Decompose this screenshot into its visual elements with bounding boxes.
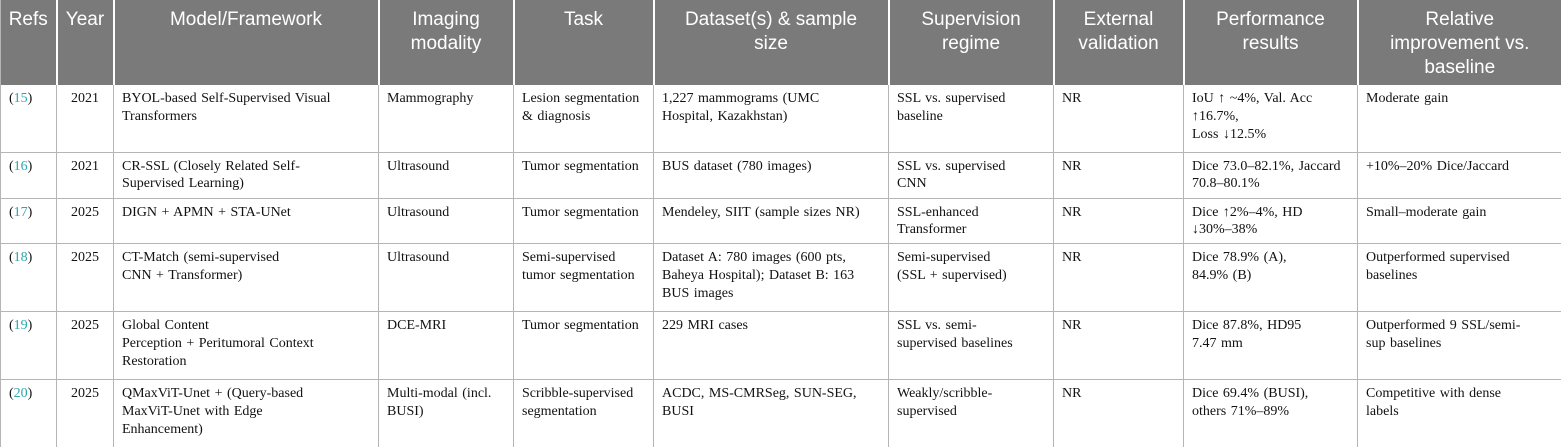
col-header-year: Year	[55, 0, 114, 85]
cell-external: NR	[1053, 243, 1184, 313]
cell-external: NR	[1053, 85, 1184, 153]
col-header-improvement: Relative improvement vs. baseline	[1356, 0, 1561, 85]
cell-task: Lesion segmentation & diagnosis	[513, 85, 654, 153]
cell-model: CT-Match (semi-supervised CNN + Transfor…	[113, 243, 379, 313]
cell-task: Scribble-supervised segmentation	[513, 379, 654, 447]
cell-modality: Ultrasound	[378, 151, 514, 199]
col-header-external: External validation	[1052, 0, 1184, 85]
cell-modality: DCE-MRI	[378, 311, 514, 381]
col-header-performance: Performance results	[1182, 0, 1358, 85]
table-row: (17) 2025 DIGN + APMN + STA-UNet Ultrasound…	[0, 197, 1561, 245]
table-row: (16) 2021 CR-SSL (Closely Related Self- Su…	[0, 151, 1561, 199]
cell-performance: IoU ↑ ~4%, Val. Acc ↑16.7%, Loss ↓12.5%	[1183, 85, 1358, 153]
cell-ref: (20)	[0, 379, 57, 447]
ref-paren: (	[9, 318, 14, 334]
cell-year: 2025	[56, 311, 114, 381]
col-header-task: Task	[512, 0, 654, 85]
table-row: (15) 2021 BYOL-based Self-Supervised Visua…	[0, 85, 1561, 153]
cell-modality: Multi-modal (incl. BUSI)	[378, 379, 514, 447]
cell-performance: Dice 78.9% (A), 84.9% (B)	[1183, 243, 1358, 313]
col-header-supervision: Supervision regime	[887, 0, 1054, 85]
cell-task: Semi-supervised tumor segmentation	[513, 243, 654, 313]
cell-ref: (16)	[0, 151, 57, 199]
cell-ref: (19)	[0, 311, 57, 381]
cell-year: 2021	[56, 85, 114, 153]
cell-dataset: 1,227 mammograms (UMC Hospital, Kazakhst…	[653, 85, 889, 153]
cell-external: NR	[1053, 151, 1184, 199]
cell-year: 2025	[56, 197, 114, 245]
cell-supervision: SSL-enhanced Transformer	[888, 197, 1054, 245]
cell-performance: Dice 73.0–82.1%, Jaccard 70.8–80.1%	[1183, 151, 1358, 199]
cell-year: 2025	[56, 243, 114, 313]
ref-paren: )	[27, 318, 33, 334]
cell-model: BYOL-based Self-Supervised Visual Transf…	[113, 85, 379, 153]
cell-task: Tumor segmentation	[513, 197, 654, 245]
col-header-ref: Refs	[0, 0, 57, 85]
cell-improvement: Competitive with dense labels	[1357, 379, 1561, 447]
cell-modality: Mammography	[378, 85, 514, 153]
cell-supervision: Semi-supervised (SSL + supervised)	[888, 243, 1054, 313]
ref-paren: )	[27, 250, 33, 266]
col-header-model: Model/Framework	[112, 0, 379, 85]
cell-task: Tumor segmentation	[513, 151, 654, 199]
cell-dataset: ACDC, MS-CMRSeg, SUN-SEG, BUSI	[653, 379, 889, 447]
ref-paren: (	[9, 386, 14, 402]
ref-paren: (	[9, 91, 14, 106]
cell-improvement: Small–moderate gain	[1357, 197, 1561, 245]
cell-supervision: Weakly/scribble- supervised	[888, 379, 1054, 447]
ref-paren: )	[27, 204, 33, 220]
cell-dataset: Dataset A: 780 images (600 pts, Baheya H…	[653, 243, 889, 313]
ref-citation-link[interactable]: 16	[13, 158, 28, 174]
cell-dataset: 229 MRI cases	[653, 311, 889, 381]
cell-model: DIGN + APMN + STA-UNet	[113, 197, 379, 245]
cell-model: Global Content Perception + Peritumoral …	[113, 311, 379, 381]
cell-year: 2021	[56, 151, 114, 199]
cell-supervision: SSL vs. supervised baseline	[888, 85, 1054, 153]
cell-supervision: SSL vs. semi- supervised baselines	[888, 311, 1054, 381]
ref-paren: )	[27, 91, 33, 106]
ref-paren: )	[27, 386, 33, 402]
cell-improvement: Outperformed supervised baselines	[1357, 243, 1561, 313]
cell-performance: Dice 87.8%, HD95 7.47 mm	[1183, 311, 1358, 381]
table-row: (18) 2025 CT-Match (semi-supervised CNN + …	[0, 243, 1561, 313]
cell-ref: (15)	[0, 85, 57, 153]
ref-citation-link[interactable]: 19	[13, 318, 28, 334]
ref-citation-link[interactable]: 20	[13, 386, 28, 402]
ref-citation-link[interactable]: 15	[13, 91, 28, 106]
col-header-dataset: Dataset(s) & sample size	[652, 0, 889, 85]
col-header-modality: Imaging modality	[377, 0, 514, 85]
ref-paren: (	[9, 250, 14, 266]
cell-model: CR-SSL (Closely Related Self- Supervised…	[113, 151, 379, 199]
ref-paren: )	[27, 158, 33, 174]
ref-citation-link[interactable]: 17	[13, 204, 28, 220]
ref-citation-link[interactable]: 18	[13, 250, 28, 266]
cell-supervision: SSL vs. supervised CNN	[888, 151, 1054, 199]
header-row: Refs Year Model/Framework Imaging modality T…	[0, 0, 1561, 85]
ref-paren: (	[9, 204, 14, 220]
cell-ref: (17)	[0, 197, 57, 245]
cell-modality: Ultrasound	[378, 243, 514, 313]
table-row: (19) 2025 Global Content Perception + Peri…	[0, 311, 1561, 381]
cell-external: NR	[1053, 379, 1184, 447]
cell-ref: (18)	[0, 243, 57, 313]
cell-external: NR	[1053, 311, 1184, 381]
cell-performance: Dice 69.4% (BUSI), others 71%–89%	[1183, 379, 1358, 447]
cell-model: QMaxViT-Unet + (Query-based MaxViT-Unet …	[113, 379, 379, 447]
cell-improvement: +10%–20% Dice/Jaccard	[1357, 151, 1561, 199]
cell-improvement: Moderate gain	[1357, 85, 1561, 153]
cell-improvement: Outperformed 9 SSL/semi- sup baselines	[1357, 311, 1561, 381]
cell-dataset: BUS dataset (780 images)	[653, 151, 889, 199]
cell-dataset: Mendeley, SIIT (sample sizes NR)	[653, 197, 889, 245]
cell-performance: Dice ↑2%–4%, HD ↓30%–38%	[1183, 197, 1358, 245]
cell-task: Tumor segmentation	[513, 311, 654, 381]
cell-external: NR	[1053, 197, 1184, 245]
ref-paren: (	[9, 158, 14, 174]
cell-modality: Ultrasound	[378, 197, 514, 245]
table-row: (20) 2025 QMaxViT-Unet + (Query-based MaxV…	[0, 379, 1561, 447]
cell-year: 2025	[56, 379, 114, 447]
